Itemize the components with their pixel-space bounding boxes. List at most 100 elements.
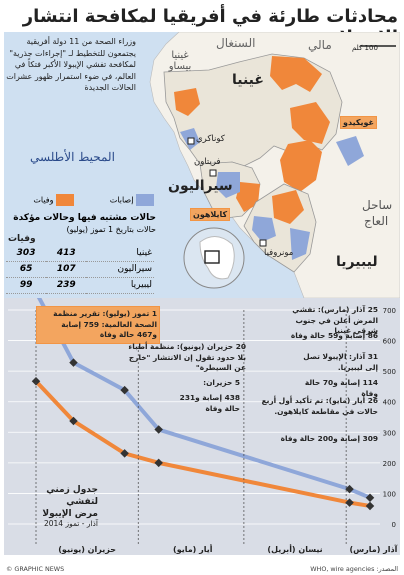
- note-may26: 26 أيار (مايو): تم تأكيد أول أربع حالات …: [248, 396, 378, 417]
- label-guinea: غينيا: [232, 72, 264, 88]
- label-senegal: السنغال: [216, 36, 256, 50]
- table-deaths-header: وفيات: [8, 234, 36, 244]
- row-deaths: 99: [6, 277, 47, 294]
- intro-text: وزراء الصحة من 11 دولة أفريقية يجتمعون ل…: [6, 37, 136, 93]
- note-march25-figures-text: 86 إصابة و59 حالة وفاة: [290, 331, 378, 340]
- freetown-marker: [209, 169, 217, 177]
- x-axis-months: آذار (مارس) نيسان (أبريل) أيار (مايو) حزيرا…: [35, 310, 398, 555]
- y-tick-label: 400: [383, 399, 396, 407]
- source: المصدر: WHO, wire agencies: [310, 565, 398, 573]
- table-row: سيراليون 107 65: [6, 261, 154, 278]
- row-cases: 413: [46, 245, 87, 262]
- row-country: سيراليون: [86, 261, 154, 278]
- legend-cases: إصابات: [110, 194, 154, 206]
- data-point: [31, 376, 41, 386]
- y-tick-label: 600: [383, 338, 396, 346]
- data-point: [69, 358, 78, 367]
- note-march31: 31 آذار: الإيبولا تصل إلى ليبيريا.: [288, 352, 378, 373]
- timeline-subtitle: آذار - تموز 2014: [43, 519, 98, 528]
- table-title: حالات مشتبه فيها وحالات مؤكدة: [13, 213, 156, 223]
- data-point: [120, 449, 129, 458]
- data-point: [345, 498, 354, 507]
- label-mali: مالي: [308, 38, 332, 52]
- timeline-title-line1: جدول زمني لتفشي: [46, 485, 98, 508]
- table-row: غينيا 413 303: [6, 245, 154, 262]
- scale-label: 100 كلم: [352, 44, 378, 52]
- outbreak-zone-liberia-south: [290, 228, 310, 260]
- data-point: [154, 425, 163, 434]
- y-axis-ticks: 0 100 200 300 400 500 600 700: [383, 307, 396, 529]
- note-may26-figures-text: 309 إصابة و200 حالة وفاة: [280, 434, 378, 443]
- label-guinea-bissau: غينيا بيساو: [168, 50, 192, 72]
- label-monrovia: مونروفيا: [264, 248, 294, 258]
- note-march25-text: 25 آذار (مارس): تفشي المرض أعلن في جنوب …: [292, 305, 378, 336]
- legend-cases-label: إصابات: [109, 195, 134, 205]
- label-atlantic: المحيط الأطلسي: [30, 150, 115, 164]
- label-gueckedou: غويكيدو: [340, 116, 377, 129]
- y-tick-label: 200: [383, 460, 396, 468]
- note-june5-figures-text: 438 إصابة و231 حالة وفاة: [179, 393, 240, 413]
- label-ivory-coast-1: ساحل: [362, 198, 393, 212]
- monrovia-marker: [259, 239, 267, 247]
- note-march25: 25 آذار (مارس): تفشي المرض أعلن في جنوب …: [288, 305, 378, 337]
- credit: © GRAPHIC NEWS: [6, 565, 65, 573]
- row-cases: 107: [46, 261, 87, 278]
- chart-series: [31, 298, 375, 511]
- data-point: [69, 416, 78, 426]
- legend: إصابات وفيات: [8, 192, 158, 210]
- data-point: [365, 493, 375, 502]
- cases-line: [36, 298, 371, 500]
- outbreak-zone-liberia-north: [272, 190, 304, 224]
- table-subtitle: حالات بتاريخ 1 تموز (يوليو): [66, 224, 156, 234]
- row-cases: 239: [46, 277, 87, 294]
- note-may26-figures: 309 إصابة و200 حالة وفاة: [248, 434, 378, 445]
- y-tick-label: 0: [392, 521, 396, 529]
- outbreak-zone-guinea-west: [174, 88, 200, 116]
- legend-deaths: وفيات: [33, 194, 74, 206]
- table-heading: حالات مشتبه فيها وحالات مؤكدة حالات بتار…: [6, 213, 156, 235]
- note-who-report-text: 1 تموز (يوليو): تقرير منظمة الصحة العالم…: [53, 309, 157, 340]
- row-country: غينيا: [86, 245, 154, 262]
- outbreak-zone-guinea-north: [270, 56, 322, 92]
- y-tick-label: 500: [383, 368, 396, 376]
- outbreak-zone-ivory-coast: [336, 136, 364, 166]
- legend-cases-swatch: [136, 194, 154, 206]
- outbreak-zone-liberia-blue: [252, 216, 276, 242]
- globe-inset: [183, 227, 245, 289]
- row-deaths: 303: [6, 245, 47, 262]
- legend-deaths-label: وفيات: [33, 195, 54, 205]
- row-deaths: 65: [6, 261, 47, 278]
- data-point: [345, 484, 354, 494]
- outbreak-zone-guinea-east: [290, 102, 330, 144]
- y-tick-label: 700: [383, 307, 396, 315]
- outbreak-zone-kailahun: [236, 182, 260, 212]
- note-march31-text: 31 آذار: الإيبولا تصل إلى ليبيريا.: [303, 352, 378, 372]
- timeline-title: جدول زمني لتفشي مرض الإيبولا: [24, 484, 98, 520]
- note-msf: 20 حزيران (يونيو): منظمة أطباء بلا حدود …: [128, 342, 246, 374]
- outbreak-zone-sierra-leone-blue: [216, 172, 240, 198]
- label-kailahun: كايلاهون: [190, 208, 231, 221]
- note-march31-figures-text: 114 إصابة و70 حالة وفاة: [304, 378, 378, 398]
- month-label: أيار (مايو): [173, 544, 213, 554]
- label-sierra-leone: سيراليون: [168, 178, 233, 194]
- month-label: نيسان (أبريل): [267, 544, 322, 554]
- outbreak-zone-gueckedou: [280, 140, 322, 192]
- note-who-report: 1 تموز (يوليو): تقرير منظمة الصحة العالم…: [36, 306, 160, 345]
- note-march25-figures: 86 إصابة و59 حالة وفاة: [288, 331, 378, 342]
- label-ivory-coast-2: العاج: [364, 214, 389, 228]
- month-label: آذار (مارس): [349, 544, 397, 555]
- note-march31-figures: 114 إصابة و70 حالة وفاة: [288, 378, 378, 399]
- label-freetown: فريتاون: [194, 157, 221, 167]
- note-msf-text: 20 حزيران (يونيو): منظمة أطباء بلا حدود …: [128, 342, 246, 373]
- note-june5: 5 حزيران:: [150, 378, 240, 389]
- data-point: [365, 501, 375, 511]
- label-conakry: كوناكري: [196, 134, 225, 144]
- month-label: حزيران (يونيو): [58, 545, 116, 554]
- cases-table: غينيا 413 303 سيراليون 107 65 ليبيريا 23…: [6, 245, 154, 294]
- row-country: ليبيريا: [86, 277, 154, 294]
- note-june5-figures: 438 إصابة و231 حالة وفاة: [168, 393, 240, 414]
- conakry-marker: [187, 137, 195, 145]
- y-tick-label: 300: [383, 429, 396, 437]
- note-may26-text: 26 أيار (مايو): تم تأكيد أول أربع حالات …: [261, 396, 378, 416]
